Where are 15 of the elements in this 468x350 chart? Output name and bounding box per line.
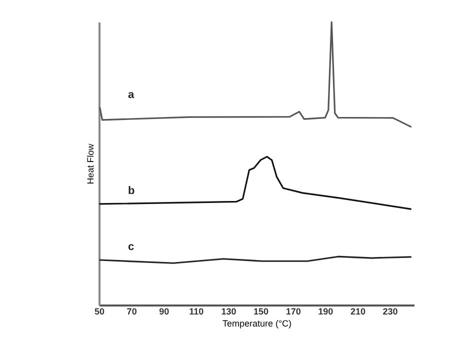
x-tick-label: 110 <box>189 306 204 316</box>
x-tick-label: 50 <box>94 306 105 316</box>
x-tick-label: 130 <box>221 306 236 316</box>
x-tick-label: 190 <box>318 306 334 316</box>
x-axis-title: Temperature (°C) <box>222 318 292 328</box>
x-tick-label: 70 <box>126 306 137 316</box>
x-tick-label: 90 <box>159 306 170 316</box>
x-tick-label: 150 <box>254 306 269 316</box>
x-tick-label: 210 <box>350 306 366 316</box>
x-tick-label: 230 <box>382 306 398 316</box>
series-label: b <box>128 184 135 197</box>
x-tick-label: 170 <box>286 306 301 316</box>
y-axis-title: Heat Flow <box>86 143 96 184</box>
series-label: a <box>128 89 135 102</box>
series-label: c <box>128 241 134 254</box>
